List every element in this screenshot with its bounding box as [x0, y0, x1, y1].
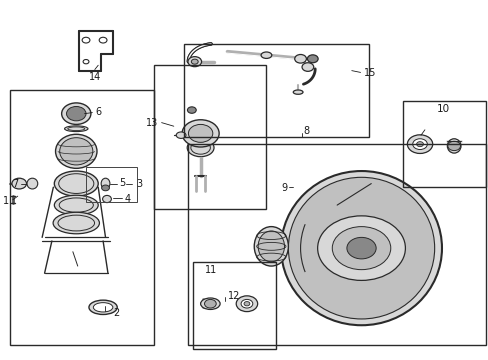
Circle shape [244, 302, 249, 306]
Circle shape [102, 185, 109, 191]
Circle shape [61, 103, 91, 125]
Text: 4: 4 [125, 194, 131, 204]
Ellipse shape [447, 139, 460, 153]
Ellipse shape [60, 138, 93, 165]
Ellipse shape [102, 195, 111, 203]
Ellipse shape [288, 177, 434, 319]
Ellipse shape [101, 178, 110, 189]
Circle shape [317, 216, 405, 280]
Circle shape [188, 125, 212, 142]
Bar [193, 262, 276, 348]
Ellipse shape [93, 303, 113, 312]
Ellipse shape [187, 139, 214, 157]
Text: 2: 2 [113, 309, 119, 318]
Bar [10, 90, 154, 345]
Ellipse shape [56, 134, 97, 168]
Circle shape [241, 300, 252, 308]
Bar [86, 167, 137, 202]
Text: 9: 9 [281, 183, 287, 193]
Ellipse shape [54, 195, 98, 215]
Text: 10: 10 [436, 104, 449, 114]
Circle shape [187, 57, 201, 67]
Circle shape [416, 141, 423, 147]
Text: 3: 3 [136, 179, 142, 189]
Circle shape [182, 120, 219, 147]
Text: 14: 14 [88, 72, 101, 82]
Circle shape [236, 296, 257, 312]
Ellipse shape [64, 126, 88, 132]
Circle shape [12, 178, 26, 189]
Text: 13: 13 [145, 118, 158, 128]
Text: 5: 5 [120, 178, 126, 188]
Ellipse shape [200, 298, 220, 310]
Circle shape [407, 135, 432, 153]
Text: 1: 1 [3, 196, 9, 206]
Text: 11: 11 [205, 265, 217, 275]
Circle shape [294, 54, 306, 63]
Circle shape [204, 300, 216, 308]
Text: 7: 7 [12, 179, 18, 189]
Circle shape [346, 237, 375, 259]
Text: 6: 6 [96, 107, 102, 117]
Circle shape [447, 141, 460, 150]
Circle shape [66, 107, 86, 121]
Ellipse shape [281, 171, 441, 325]
Circle shape [307, 55, 318, 63]
Bar [183, 44, 368, 137]
Ellipse shape [258, 231, 284, 262]
Ellipse shape [89, 300, 117, 315]
Text: 8: 8 [303, 126, 308, 135]
Ellipse shape [261, 52, 271, 58]
Text: 15: 15 [363, 68, 376, 78]
Circle shape [302, 63, 313, 71]
Circle shape [191, 59, 198, 64]
Circle shape [412, 139, 427, 149]
Ellipse shape [27, 178, 38, 189]
Bar [154, 65, 266, 209]
Bar [188, 144, 485, 345]
Ellipse shape [254, 226, 288, 266]
Text: 12: 12 [228, 291, 240, 301]
Ellipse shape [176, 132, 185, 138]
Bar [402, 101, 485, 187]
Circle shape [331, 226, 390, 270]
Ellipse shape [293, 90, 303, 94]
Ellipse shape [53, 212, 99, 234]
Ellipse shape [54, 171, 98, 196]
Circle shape [187, 107, 196, 113]
